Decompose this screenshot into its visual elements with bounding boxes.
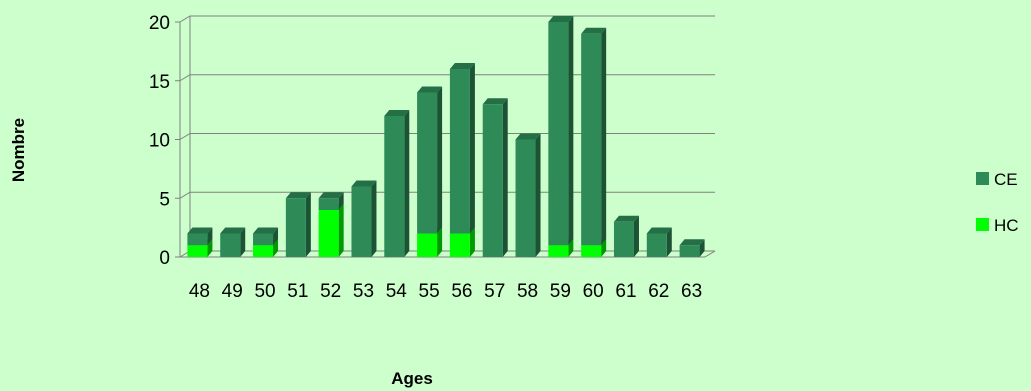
x-tick-label: 54 <box>386 281 408 302</box>
bar-ce-52 <box>318 192 344 210</box>
y-tick-label: 0 <box>159 248 170 269</box>
bar-ce-59 <box>548 16 574 246</box>
bar-hc-52 <box>318 204 344 257</box>
bar-ce-53 <box>351 180 377 257</box>
gridline <box>179 191 715 199</box>
y-axis-title: Nombre <box>9 118 28 182</box>
bar-ce-48 <box>187 227 213 246</box>
y-tick-label: 20 <box>149 13 170 34</box>
bar-ce-57 <box>482 98 508 257</box>
bar-ce-62 <box>646 227 672 257</box>
x-tick-label: 52 <box>320 281 341 302</box>
x-tick-label: 63 <box>681 281 702 302</box>
x-tick-label: 55 <box>419 281 440 302</box>
x-tick-label: 60 <box>583 281 604 302</box>
x-tick-label: 53 <box>353 281 374 302</box>
x-tick-label: 58 <box>517 281 538 302</box>
floor-edge <box>704 250 716 258</box>
bars <box>187 16 705 257</box>
x-tick-labels: 48 49 50 51 52 53 54 55 56 57 58 59 60 61 62 63 <box>189 281 702 302</box>
bar-ce-54 <box>384 110 410 257</box>
y-tick-label: 10 <box>149 131 170 152</box>
x-axis-title: Ages <box>391 369 433 388</box>
gridline <box>179 133 715 140</box>
x-tick-label: 50 <box>254 281 275 302</box>
gridline <box>179 15 715 23</box>
y-tick-labels: 0 5 10 15 20 <box>149 13 170 269</box>
x-tick-label: 48 <box>189 281 210 302</box>
x-tick-label: 59 <box>550 281 571 302</box>
bar-ce-51 <box>285 192 311 257</box>
legend-swatch <box>976 172 989 185</box>
bar-ce-60 <box>581 27 607 246</box>
x-tick-label: 49 <box>222 281 243 302</box>
bar-ce-61 <box>613 215 639 257</box>
legend-label: HC <box>994 216 1019 235</box>
bar-ce-55 <box>417 86 443 234</box>
bar-ce-49 <box>220 227 246 257</box>
x-tick-label: 61 <box>615 281 636 302</box>
legend-item-hc: HC <box>976 216 1019 235</box>
gridline <box>179 74 715 82</box>
x-tick-label: 62 <box>648 281 669 302</box>
x-tick-label: 56 <box>451 281 472 302</box>
legend-item-ce: CE <box>976 170 1018 189</box>
legend-swatch <box>976 218 989 231</box>
bar-ce-63 <box>679 239 705 257</box>
x-tick-label: 51 <box>287 281 308 302</box>
x-tick-label: 57 <box>484 281 505 302</box>
bar-ce-58 <box>515 133 541 257</box>
y-tick-label: 5 <box>159 189 170 210</box>
legend-label: CE <box>994 170 1018 189</box>
bar-ce-56 <box>449 63 475 234</box>
legend: CE HC <box>976 170 1019 235</box>
y-tick-label: 15 <box>149 72 170 93</box>
bar-ce-50 <box>253 227 279 246</box>
